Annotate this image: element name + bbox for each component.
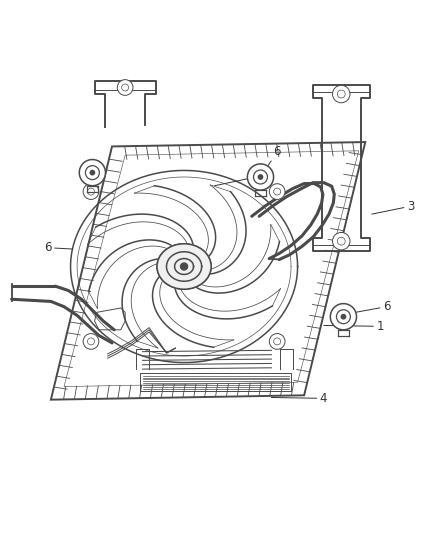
Text: 1: 1 bbox=[324, 320, 384, 333]
Circle shape bbox=[117, 79, 133, 95]
Circle shape bbox=[83, 184, 99, 199]
Circle shape bbox=[83, 334, 99, 349]
Text: 4: 4 bbox=[272, 392, 327, 405]
Text: 6: 6 bbox=[261, 145, 281, 177]
Circle shape bbox=[180, 263, 187, 270]
Circle shape bbox=[269, 184, 285, 199]
Circle shape bbox=[88, 338, 95, 345]
Circle shape bbox=[254, 170, 268, 184]
Circle shape bbox=[337, 90, 345, 98]
Circle shape bbox=[269, 334, 285, 349]
Circle shape bbox=[247, 164, 274, 190]
Circle shape bbox=[336, 310, 350, 324]
Circle shape bbox=[258, 175, 263, 179]
Circle shape bbox=[85, 166, 99, 180]
Text: 6: 6 bbox=[44, 241, 73, 254]
Circle shape bbox=[332, 232, 350, 250]
Circle shape bbox=[332, 85, 350, 103]
Text: 3: 3 bbox=[372, 200, 414, 214]
Text: 2: 2 bbox=[215, 169, 266, 185]
Circle shape bbox=[88, 188, 95, 195]
Circle shape bbox=[330, 304, 357, 330]
Circle shape bbox=[274, 338, 281, 345]
Circle shape bbox=[337, 237, 345, 245]
Circle shape bbox=[274, 188, 281, 195]
Circle shape bbox=[90, 171, 95, 175]
Circle shape bbox=[122, 84, 129, 91]
Ellipse shape bbox=[157, 244, 211, 289]
Circle shape bbox=[79, 159, 106, 185]
Text: 6: 6 bbox=[343, 300, 390, 314]
Circle shape bbox=[341, 314, 346, 319]
